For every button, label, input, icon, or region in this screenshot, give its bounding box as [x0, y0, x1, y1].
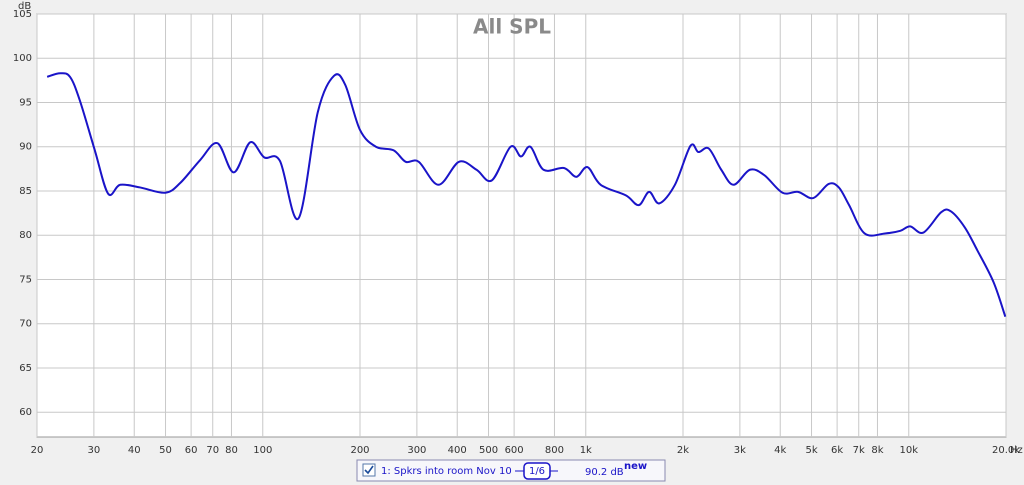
y-tick-label: 60 — [19, 407, 32, 418]
y-tick-label: 65 — [19, 363, 32, 374]
legend-checkbox[interactable] — [362, 463, 376, 477]
y-tick-label: 105 — [13, 9, 32, 20]
legend-label[interactable]: 1: Spkrs into room Nov 10 — [381, 466, 512, 477]
grid — [36, 13, 1007, 437]
lines — [46, 72, 1007, 317]
y-tick-label: 95 — [19, 97, 32, 108]
x-tick-label: 70 — [206, 445, 219, 456]
x-tick-label: 200 — [350, 445, 369, 456]
x-tick-label: 80 — [225, 445, 238, 456]
legend: 1: Spkrs into room Nov 10 1/6 90.2 dB ne… — [356, 459, 666, 482]
data-line — [46, 72, 1007, 317]
x-tick-label: 1k — [580, 445, 592, 456]
x-tick-label: 500 — [479, 445, 498, 456]
x-tick-label: 3k — [734, 445, 746, 456]
y-tick-label: 80 — [19, 230, 32, 241]
legend-box — [356, 459, 666, 482]
x-tick-label: 300 — [407, 445, 426, 456]
x-axis-label: Hz — [1010, 445, 1023, 456]
x-tick-label: 6k — [831, 445, 843, 456]
x-tick-label: 10k — [900, 445, 919, 456]
x-tick-label: 800 — [545, 445, 564, 456]
x-tick-label: 100 — [253, 445, 272, 456]
x-tick-label: 5k — [805, 445, 817, 456]
y-tick-label: 90 — [19, 142, 32, 153]
x-tick-label: 7k — [853, 445, 865, 456]
x-tick-label: 20.0k — [992, 445, 1020, 456]
y-tick-label: 85 — [19, 186, 32, 197]
x-tick-label: 20 — [31, 445, 44, 456]
x-tick-label: 2k — [677, 445, 689, 456]
x-tick-label: 4k — [774, 445, 786, 456]
level-label: 90.2 dB — [585, 467, 624, 478]
x-tick-label: 50 — [159, 445, 172, 456]
chart-title: All SPL — [473, 15, 551, 39]
level-note: new — [624, 461, 647, 472]
x-tick-label: 400 — [448, 445, 467, 456]
x-tick-label: 600 — [505, 445, 524, 456]
x-tick-label: 30 — [88, 445, 101, 456]
y-tick-label: 75 — [19, 274, 32, 285]
x-tick-label: 40 — [128, 445, 141, 456]
smoothing-label[interactable]: 1/6 — [529, 466, 545, 477]
y-tick-label: 70 — [19, 319, 32, 330]
x-tick-label: 60 — [185, 445, 198, 456]
y-tick-label: 100 — [13, 53, 32, 64]
x-tick-label: 8k — [871, 445, 883, 456]
plot-area — [36, 13, 1007, 438]
y-axis-label: dB — [18, 1, 31, 12]
check-mark — [364, 465, 374, 475]
